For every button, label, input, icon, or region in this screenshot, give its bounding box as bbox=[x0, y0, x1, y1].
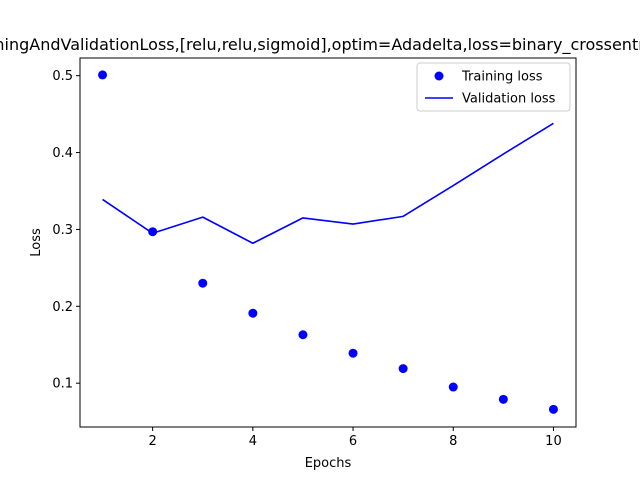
training-loss-point bbox=[348, 348, 358, 358]
x-tick-label: 10 bbox=[545, 434, 562, 449]
training-loss-point bbox=[548, 404, 558, 414]
legend-box bbox=[416, 62, 571, 112]
validation-loss-line bbox=[102, 122, 554, 245]
training-loss-point bbox=[298, 330, 308, 340]
training-loss-point bbox=[148, 227, 158, 237]
training-loss-point bbox=[248, 308, 258, 318]
y-tick-label: 0.1 bbox=[52, 377, 73, 392]
plot-frame bbox=[79, 57, 577, 428]
y-tick-label: 0.4 bbox=[52, 146, 73, 161]
y-axis-label: Loss bbox=[29, 228, 44, 257]
x-tick-label: 6 bbox=[349, 434, 357, 449]
legend-entry: Validation loss bbox=[425, 92, 556, 107]
training-loss-point bbox=[498, 394, 508, 404]
x-tick-label: 2 bbox=[149, 434, 157, 449]
legend-entry: Training loss bbox=[434, 70, 543, 85]
y-tick-label: 0.2 bbox=[52, 300, 73, 315]
legend-marker-swatch bbox=[434, 71, 444, 81]
y-axis-ticks: 0.1 0.2 0.3 0.4 0.5 bbox=[52, 69, 80, 392]
training-loss-point bbox=[398, 364, 408, 374]
training-loss-point bbox=[448, 382, 458, 392]
x-axis-label: Epochs bbox=[305, 456, 352, 471]
plot-area bbox=[80, 58, 576, 427]
x-axis-ticks: 2 4 6 8 10 bbox=[149, 427, 562, 449]
legend-label: Validation loss bbox=[462, 92, 556, 107]
y-tick-label: 0.5 bbox=[52, 69, 73, 84]
x-tick-label: 4 bbox=[249, 434, 257, 449]
y-tick-label: 0.3 bbox=[52, 223, 73, 238]
series-layer bbox=[98, 70, 558, 414]
legend-label: Training loss bbox=[461, 70, 543, 85]
chart-title: TrainingAndValidationLoss,[relu,relu,sig… bbox=[0, 35, 640, 55]
legend: Training loss Validation loss bbox=[416, 62, 571, 112]
training-loss-point bbox=[198, 278, 208, 288]
training-loss-point bbox=[98, 70, 108, 80]
x-tick-label: 8 bbox=[449, 434, 457, 449]
